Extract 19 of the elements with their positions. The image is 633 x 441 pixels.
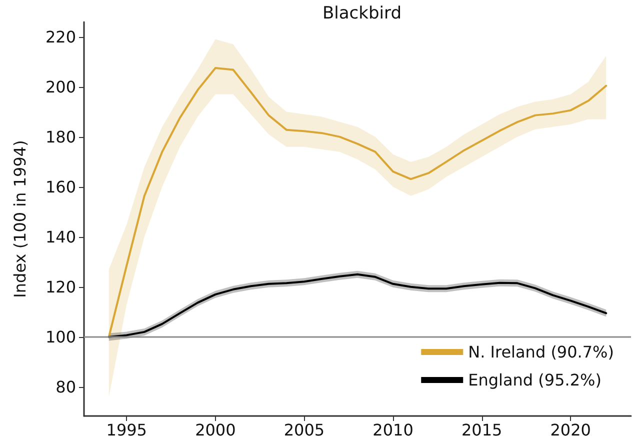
line-series bbox=[108, 67, 608, 338]
y-tick-label: 140 bbox=[45, 227, 76, 246]
x-tick-label: 1995 bbox=[106, 420, 147, 440]
x-tick-label: 2020 bbox=[550, 420, 591, 440]
y-tick-label: 120 bbox=[45, 277, 76, 296]
y-tick-label: 80 bbox=[56, 377, 76, 396]
x-tick-label: 2010 bbox=[372, 420, 414, 440]
y-tick-label: 100 bbox=[45, 327, 76, 346]
legend-label: England (95.2%) bbox=[468, 370, 602, 390]
x-tick-label: 2015 bbox=[461, 420, 502, 440]
y-tick-label: 200 bbox=[45, 77, 76, 96]
legend-label: N. Ireland (90.7%) bbox=[468, 342, 614, 362]
y-tick-label: 220 bbox=[45, 27, 76, 46]
x-tick-label: 2005 bbox=[284, 420, 325, 440]
x-tick-label: 2000 bbox=[195, 420, 236, 440]
y-axis-title: Index (100 in 1994) bbox=[10, 140, 30, 298]
chart-title: Blackbird bbox=[322, 4, 402, 24]
y-tick-label: 160 bbox=[45, 177, 76, 196]
y-tick-label: 180 bbox=[45, 127, 76, 146]
